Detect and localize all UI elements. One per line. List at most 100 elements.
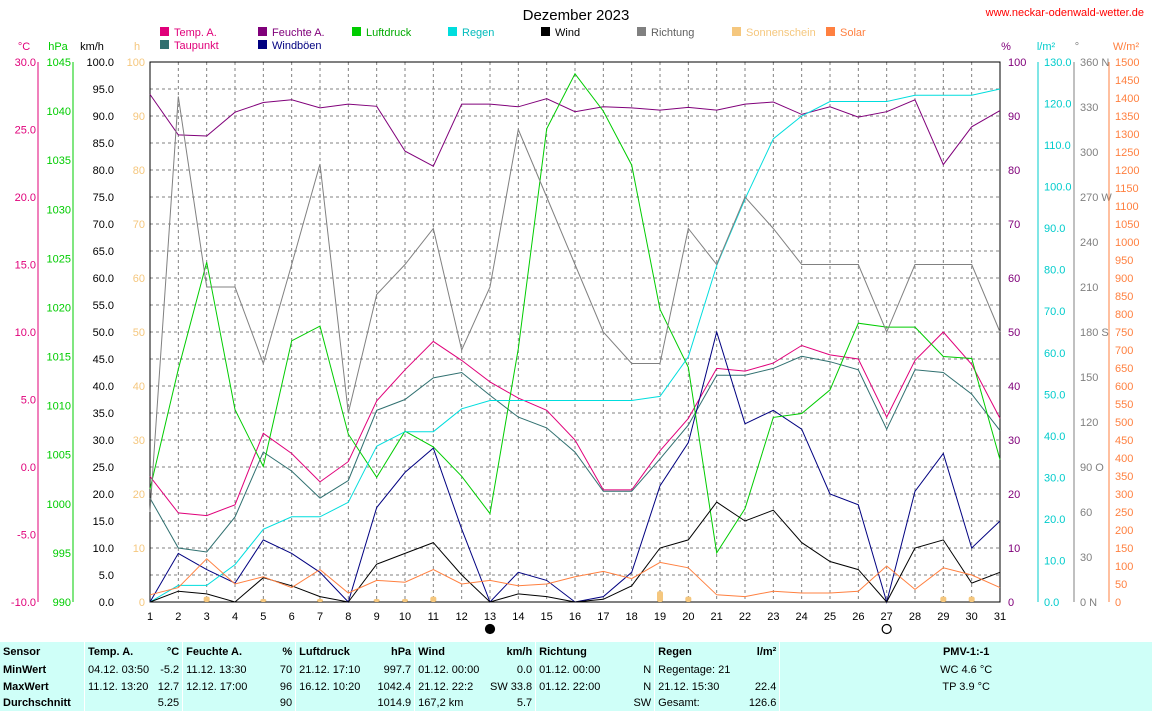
stats-header-rain: Regen bbox=[654, 642, 734, 663]
stats-row-avg: Durchschnitt 5.25 90 1014.9 167,2 km 5.7… bbox=[0, 694, 1152, 711]
x-tick-label: 2 bbox=[175, 611, 181, 623]
solar-tick-label: 100 bbox=[1115, 561, 1133, 573]
stats-row-label: MinWert bbox=[3, 664, 47, 677]
stats-header-temp: Temp. A. bbox=[84, 642, 153, 663]
x-tick-label: 24 bbox=[796, 611, 808, 623]
x-tick-label: 12 bbox=[456, 611, 468, 623]
sunshine-bar bbox=[685, 596, 692, 602]
stats-header-hum: Feuchte A. bbox=[182, 642, 264, 663]
weather-chart: °C30.025.020.015.010.05.00.0-5.0-10.0hPa… bbox=[11, 7, 1144, 635]
pressure-tick-label: 1015 bbox=[47, 352, 71, 364]
legend-swatch bbox=[732, 27, 741, 36]
x-tick-label: 27 bbox=[881, 611, 893, 623]
solar-tick-label: 800 bbox=[1115, 309, 1133, 321]
stats-header-sensor: Sensor bbox=[3, 646, 41, 659]
direction-tick-label: 30 bbox=[1080, 552, 1092, 564]
x-tick-label: 31 bbox=[994, 611, 1006, 623]
rain-tick-label: 0.0 bbox=[1044, 597, 1059, 609]
solar-tick-label: 250 bbox=[1115, 507, 1133, 519]
wind-tick-label: 45.0 bbox=[93, 354, 114, 366]
solar-tick-label: 550 bbox=[1115, 399, 1133, 411]
wind-tick-label: 25.0 bbox=[93, 462, 114, 474]
legend-swatch bbox=[826, 27, 835, 36]
pressure-tick-label: 1005 bbox=[47, 450, 71, 462]
solar-tick-label: 450 bbox=[1115, 435, 1133, 447]
direction-tick-label: 120 bbox=[1080, 417, 1098, 429]
stats-rain-text: 21.12. 15:30 bbox=[654, 678, 734, 695]
series-line-regen bbox=[149, 88, 1001, 603]
stats-wind-value: SW 33.8 bbox=[489, 680, 533, 693]
sunshine-tick-label: 100 bbox=[127, 57, 145, 69]
pressure-tick-label: 1045 bbox=[47, 57, 71, 69]
chart-series bbox=[149, 72, 1001, 604]
x-tick-label: 18 bbox=[626, 611, 638, 623]
sunshine-bar bbox=[402, 599, 408, 602]
series-line-temp-a- bbox=[149, 331, 1001, 517]
stats-rain-value: 126.6 bbox=[748, 696, 777, 709]
humidity-tick-label: 100 bbox=[1008, 57, 1026, 69]
stats-rain-value: 22.4 bbox=[754, 680, 777, 693]
wind-tick-label: 0.0 bbox=[99, 597, 114, 609]
stats-rain-value bbox=[733, 662, 780, 678]
solar-tick-label: 500 bbox=[1115, 417, 1133, 429]
x-tick-label: 29 bbox=[937, 611, 949, 623]
rain-tick-label: 30.0 bbox=[1044, 472, 1065, 484]
stats-hum-date: 11.12. 13:30 bbox=[182, 662, 264, 679]
humidity-tick-label: 20 bbox=[1008, 489, 1020, 501]
stats-row-label: Durchschnitt bbox=[3, 696, 71, 709]
sunshine-tick-label: 80 bbox=[133, 165, 145, 177]
stats-dir-date bbox=[535, 694, 617, 711]
x-tick-label: 17 bbox=[597, 611, 609, 623]
x-tick-label: 22 bbox=[739, 611, 751, 623]
solar-tick-label: 1250 bbox=[1115, 147, 1139, 159]
pressure-tick-label: 990 bbox=[53, 597, 71, 609]
stats-hum-value: 96 bbox=[279, 680, 293, 693]
temp-tick-label: -5.0 bbox=[17, 530, 36, 542]
direction-tick-label: 360 N bbox=[1080, 57, 1109, 69]
pressure-tick-label: 1030 bbox=[47, 204, 71, 216]
legend-label: Feuchte A. bbox=[272, 27, 325, 39]
legend-label: Temp. A. bbox=[174, 27, 217, 39]
humidity-tick-label: 50 bbox=[1008, 327, 1020, 339]
legend-swatch bbox=[448, 27, 457, 36]
direction-tick-label: 300 bbox=[1080, 147, 1098, 159]
site-url[interactable]: www.neckar-odenwald-wetter.de bbox=[985, 7, 1144, 19]
temp-tick-label: 5.0 bbox=[21, 395, 36, 407]
statistics-table: Sensor Temp. A. °C Feuchte A. % Luftdruc… bbox=[0, 642, 1152, 711]
rain-axis-unit: l/m² bbox=[1037, 41, 1056, 53]
stats-press-date: 16.12. 10:20 bbox=[295, 678, 365, 695]
solar-tick-label: 1150 bbox=[1115, 183, 1139, 195]
chart-axes: °C30.025.020.015.010.05.00.0-5.0-10.0hPa… bbox=[11, 41, 1139, 635]
direction-axis-unit: ° bbox=[1075, 41, 1079, 53]
stats-pmv bbox=[779, 694, 1152, 711]
direction-tick-label: 210 bbox=[1080, 282, 1098, 294]
wind-tick-label: 75.0 bbox=[93, 192, 114, 204]
wind-tick-label: 55.0 bbox=[93, 300, 114, 312]
stats-temp-date bbox=[84, 694, 153, 711]
legend-swatch bbox=[160, 27, 169, 36]
rain-tick-label: 70.0 bbox=[1044, 306, 1065, 318]
legend-label: Solar bbox=[840, 27, 866, 39]
wind-tick-label: 10.0 bbox=[93, 543, 114, 555]
stats-row-max: MaxWert 11.12. 13:20 12.7 12.12. 17:00 9… bbox=[0, 678, 1152, 695]
x-tick-label: 8 bbox=[345, 611, 351, 623]
rain-tick-label: 100.0 bbox=[1044, 182, 1072, 194]
sunshine-tick-label: 10 bbox=[133, 543, 145, 555]
solar-tick-label: 150 bbox=[1115, 543, 1133, 555]
pressure-tick-label: 1040 bbox=[47, 106, 71, 118]
stats-temp-date: 04.12. 03:50 bbox=[84, 662, 153, 679]
wind-tick-label: 100.0 bbox=[86, 57, 114, 69]
temp-tick-label: 30.0 bbox=[15, 57, 36, 69]
direction-tick-label: 330 bbox=[1080, 102, 1098, 114]
x-tick-label: 3 bbox=[204, 611, 210, 623]
x-tick-label: 6 bbox=[289, 611, 295, 623]
rain-tick-label: 90.0 bbox=[1044, 223, 1065, 235]
direction-tick-label: 180 S bbox=[1080, 327, 1109, 339]
stats-dir-value: SW bbox=[633, 696, 652, 709]
x-tick-label: 21 bbox=[711, 611, 723, 623]
solar-tick-label: 750 bbox=[1115, 327, 1133, 339]
stats-rain-text: Gesamt: bbox=[654, 694, 734, 711]
series-line-taupunkt bbox=[149, 355, 1001, 553]
legend-swatch bbox=[352, 27, 361, 36]
wind-tick-label: 30.0 bbox=[93, 435, 114, 447]
